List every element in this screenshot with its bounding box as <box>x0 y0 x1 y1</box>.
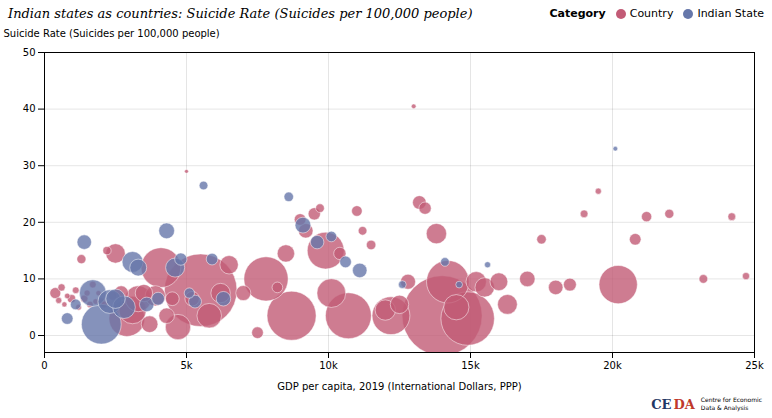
svg-text:15k: 15k <box>461 360 480 371</box>
html-text:CE DA Centre for Economic Data: CE DA Centre for Economic Data & Analysi… <box>651 396 762 412</box>
svg-text:10k: 10k <box>319 360 338 371</box>
svg-text:20: 20 <box>23 217 36 228</box>
html-text:Indian State: Indian State <box>697 6 764 20</box>
svg-text:30: 30 <box>23 160 36 171</box>
svg-text:20k: 20k <box>603 360 622 371</box>
svg-text:5k: 5k <box>180 360 192 371</box>
svg-text:10: 10 <box>23 273 36 284</box>
svg-text:Suicide Rate (Suicides per 100: Suicide Rate (Suicides per 100,000 peopl… <box>4 28 220 39</box>
svg-text:40: 40 <box>23 103 36 114</box>
html-text:Indian states as countries: Su: Indian states as countries: Suicide Rate… <box>8 5 473 21</box>
svg-text:0: 0 <box>41 360 47 371</box>
svg-text:GDP per capita, 2019 (Internat: GDP per capita, 2019 (International Doll… <box>277 381 521 392</box>
html-text:Category: Category <box>549 6 606 20</box>
svg-text:25k: 25k <box>745 360 764 371</box>
html-text:Country: Country <box>629 6 674 20</box>
svg-text:0: 0 <box>29 330 35 341</box>
svg-text:50: 50 <box>23 47 36 58</box>
